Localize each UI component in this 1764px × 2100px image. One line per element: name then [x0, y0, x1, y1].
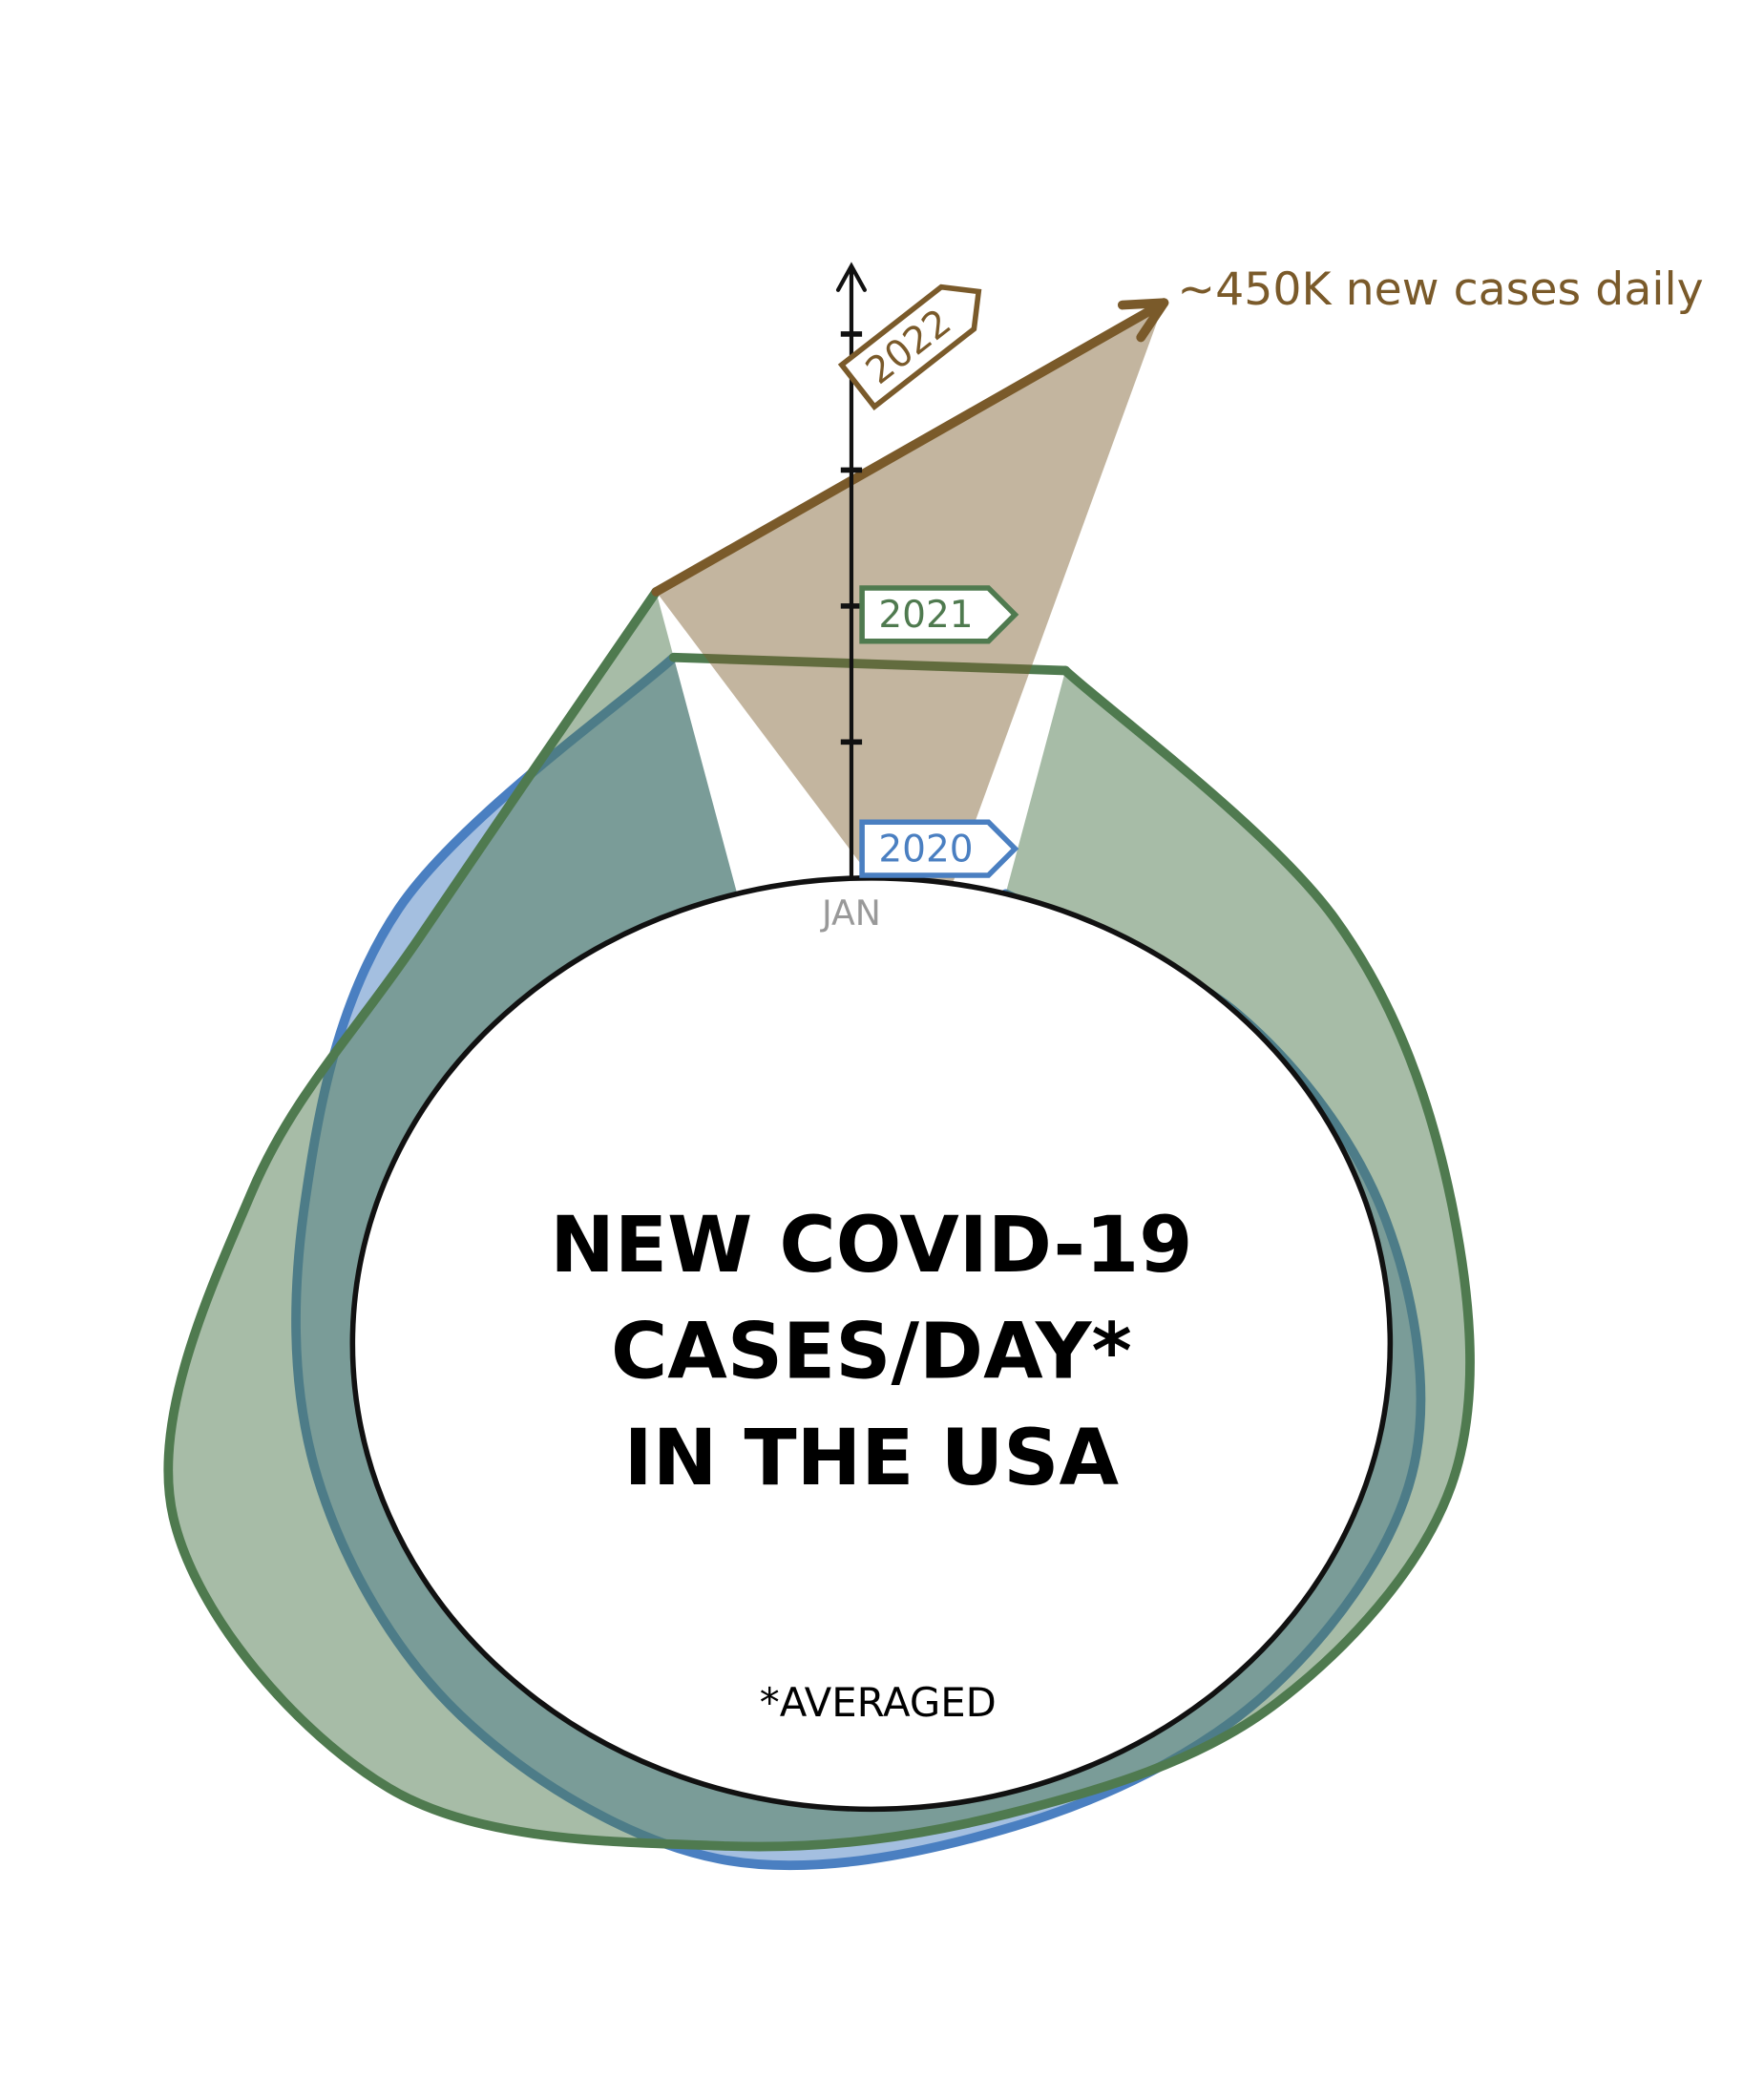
- chart-title: IN THE USA: [624, 1414, 1120, 1503]
- arrow-head: [1117, 298, 1169, 343]
- x-tick-label: JAN: [820, 892, 881, 934]
- legend-label: 2021: [878, 594, 973, 637]
- axis-arrow: [835, 262, 867, 292]
- year-tag: 2021: [859, 585, 1019, 644]
- legend-label: 2020: [878, 828, 973, 871]
- tag-shape: [859, 585, 1019, 644]
- spiral-connector: [651, 298, 1169, 597]
- tag-shape: [859, 819, 1019, 878]
- series-line: [163, 587, 1475, 1852]
- spiral-connector: [668, 652, 1071, 676]
- value-label: ~450K new cases daily: [1177, 263, 1703, 316]
- chart-title: CASES/DAY*: [611, 1307, 1132, 1396]
- tag-shape: [837, 284, 982, 411]
- area-fill: [168, 591, 1471, 1847]
- year-tag: 2020: [859, 819, 1019, 878]
- chart-title: NEW COVID-19: [550, 1201, 1192, 1291]
- footnote: *AVERAGED: [760, 1679, 997, 1726]
